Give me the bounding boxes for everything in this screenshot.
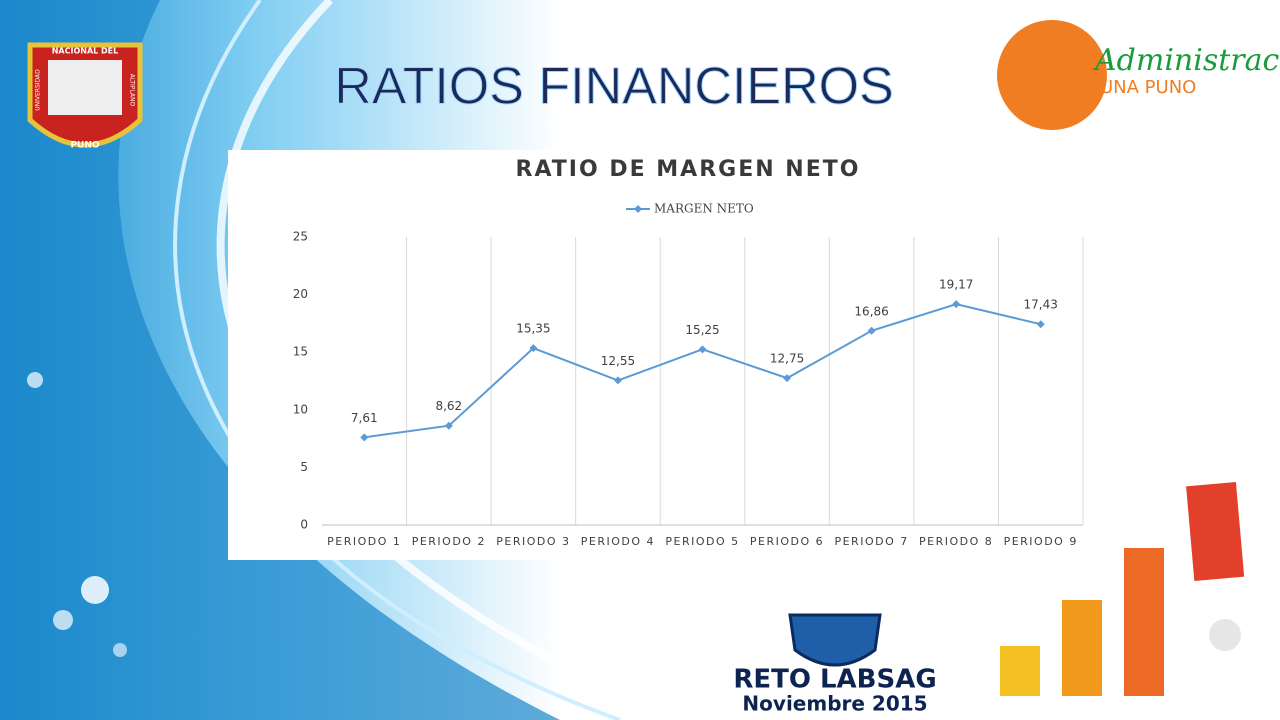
- data-label: 12,75: [770, 352, 804, 366]
- decor-bar: [1000, 646, 1040, 696]
- legend-label: MARGEN NETO: [654, 202, 754, 216]
- x-tick-label: PERIODO 1: [327, 535, 401, 548]
- data-marker: [444, 421, 453, 430]
- y-tick-label: 25: [293, 230, 308, 244]
- decor-bar: [1124, 548, 1164, 696]
- data-label: 15,35: [516, 322, 550, 336]
- data-marker: [698, 345, 707, 354]
- bubble: [27, 372, 43, 388]
- admin-logo-sub: UNA PUNO: [1100, 77, 1196, 98]
- chart-background: [228, 150, 1100, 560]
- swirl-line: [173, 0, 621, 720]
- y-tick-label: 5: [300, 460, 308, 474]
- data-marker: [360, 433, 369, 442]
- data-label: 16,86: [854, 304, 888, 318]
- data-marker: [867, 326, 876, 335]
- data-label: 19,17: [939, 278, 973, 292]
- admin-logo-circle: [997, 20, 1107, 130]
- x-tick-label: PERIODO 2: [412, 535, 486, 548]
- swirl: [0, 0, 560, 720]
- logo-text: UNIVERSIDAD: [35, 69, 42, 111]
- data-label: 17,43: [1024, 298, 1058, 312]
- data-marker: [613, 376, 622, 385]
- shield-center: [48, 60, 122, 115]
- data-marker: [952, 300, 961, 309]
- bubble: [53, 610, 73, 630]
- x-tick-label: PERIODO 3: [496, 535, 570, 548]
- data-marker: [1036, 320, 1045, 329]
- data-label: 15,25: [685, 323, 719, 337]
- bubble: [81, 576, 109, 604]
- legend-marker: [634, 205, 642, 213]
- decor-bar: [1186, 481, 1245, 581]
- y-tick-label: 10: [293, 402, 308, 416]
- logo-text: PUNO: [70, 141, 99, 151]
- decor-bar: [1062, 600, 1102, 696]
- x-tick-label: PERIODO 6: [750, 535, 824, 548]
- y-tick-label: 0: [300, 518, 308, 532]
- x-tick-label: PERIODO 4: [581, 535, 655, 548]
- data-label: 7,61: [351, 411, 378, 425]
- logo-text: NACIONAL DEL: [52, 47, 119, 56]
- decor-figure: [1209, 619, 1241, 651]
- badge-name: RETO LABSAG: [733, 665, 936, 695]
- data-label: 12,55: [601, 354, 635, 368]
- data-marker: [783, 374, 792, 383]
- data-marker: [529, 344, 538, 353]
- x-tick-label: PERIODO 7: [834, 535, 908, 548]
- chart-title: RATIO DE MARGEN NETO: [516, 157, 861, 182]
- admin-logo-name: Administración: [1092, 43, 1280, 78]
- y-tick-label: 15: [293, 345, 308, 359]
- slide-title: RATIOS FINANCIEROS: [334, 58, 894, 116]
- y-tick-label: 20: [293, 287, 308, 301]
- logo-text: ALTIPLANO: [129, 74, 136, 107]
- x-tick-label: PERIODO 9: [1004, 535, 1078, 548]
- bubble: [113, 643, 127, 657]
- x-tick-label: PERIODO 8: [919, 535, 993, 548]
- badge-shield: [788, 613, 882, 667]
- badge-date: Noviembre 2015: [742, 692, 927, 716]
- data-label: 8,62: [435, 399, 462, 413]
- x-tick-label: PERIODO 5: [665, 535, 739, 548]
